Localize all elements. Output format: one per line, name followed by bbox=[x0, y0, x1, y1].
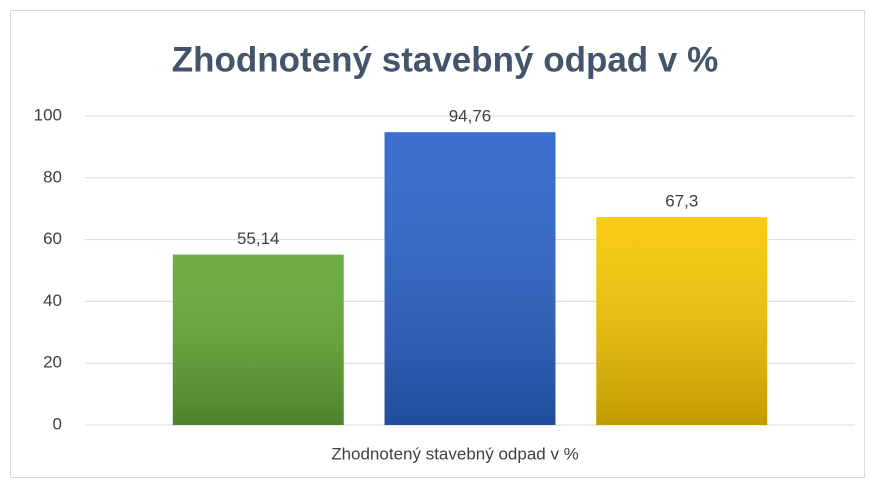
y-tick-label: 100 bbox=[34, 105, 62, 124]
bar-shade bbox=[384, 132, 556, 426]
y-tick-label: 20 bbox=[43, 353, 62, 372]
value-label: 94,76 bbox=[449, 107, 492, 126]
x-tick-label: Zhodnotený stavebný odpad v % bbox=[331, 444, 579, 463]
bar-shade bbox=[596, 217, 768, 425]
bar-shade bbox=[172, 254, 344, 425]
y-tick-label: 80 bbox=[43, 167, 62, 186]
y-tick-label: 0 bbox=[53, 414, 62, 433]
value-label: 67,3 bbox=[665, 192, 698, 211]
y-tick-label: 40 bbox=[43, 291, 62, 310]
value-label: 55,14 bbox=[237, 229, 280, 248]
y-tick-label: 60 bbox=[43, 229, 62, 248]
chart-title: Zhodnotený stavebný odpad v % bbox=[172, 40, 718, 79]
